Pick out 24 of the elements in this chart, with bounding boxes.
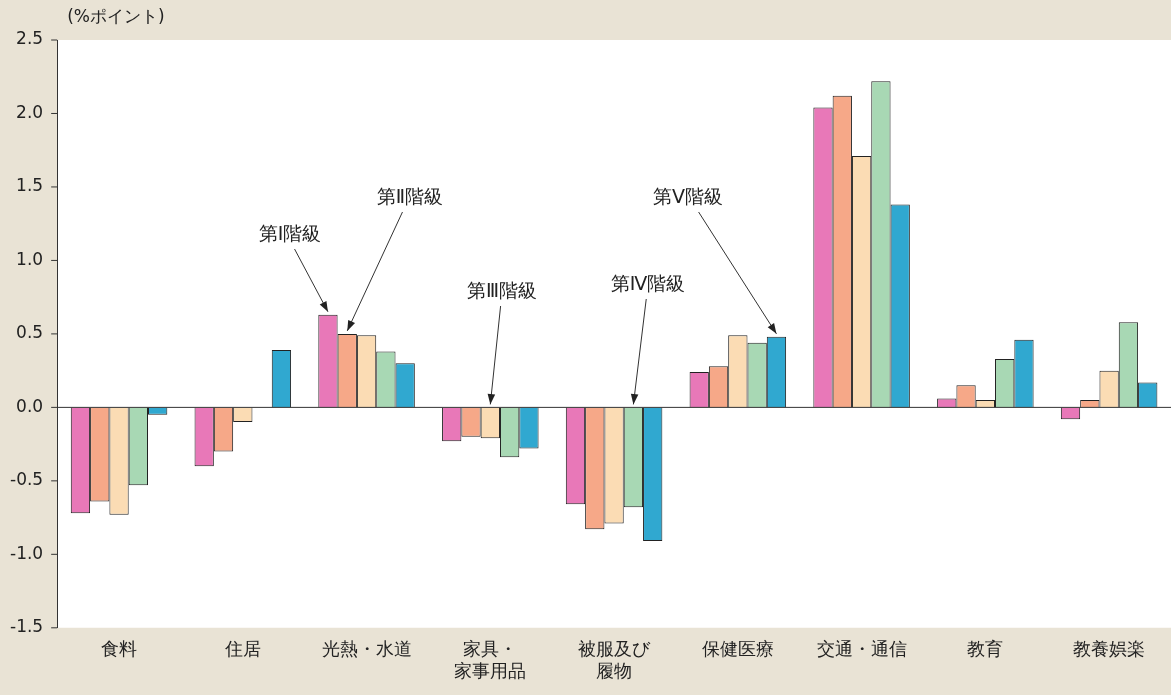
text: 第Ⅲ階級 (466, 278, 538, 301)
text: 第Ⅴ階級 (653, 184, 723, 207)
text: 第Ⅳ階級 (610, 271, 686, 294)
text: 第Ⅰ階級 (258, 221, 322, 244)
x-tick-label: 光熱・水道 (321, 638, 412, 660)
y-tick-label: 2.0 (16, 101, 44, 122)
x-tick-label: 交通・通信 (816, 638, 907, 660)
x-tick-label: 教育 (967, 638, 1004, 660)
y-tick-label: 1.0 (16, 248, 44, 269)
y-tick-label: -0.5 (10, 469, 44, 490)
x-tick-label: 家具・家事用品 (454, 638, 527, 681)
x-tick-label: 被服及び履物 (578, 638, 652, 681)
y-axis-title: (%ポイント) (67, 6, 165, 27)
y-tick-label: -1.5 (10, 616, 44, 637)
y-tick-label: 1.5 (16, 175, 44, 196)
x-tick-label: 教養娯楽 (1073, 638, 1146, 660)
y-tick-label: 0.0 (16, 395, 44, 416)
text: 第Ⅱ階級 (376, 184, 444, 207)
y-tick-label: 2.5 (16, 28, 44, 49)
x-tick-label: 食料 (101, 638, 138, 660)
y-tick-label: -1.0 (10, 542, 44, 563)
y-tick-label: 0.5 (16, 322, 44, 343)
x-tick-label: 住居 (223, 638, 261, 660)
x-tick-label: 保健医療 (701, 638, 774, 660)
